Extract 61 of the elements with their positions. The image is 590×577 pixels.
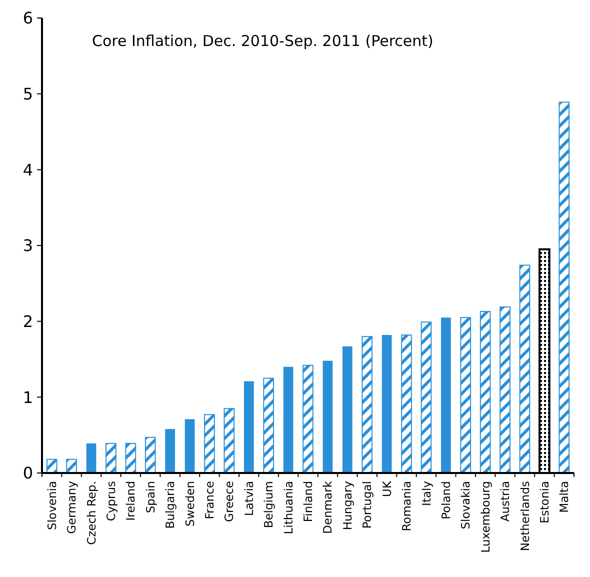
x-tick-label: Cyprus [104,481,118,522]
x-tick-label: Bulgaria [163,481,178,529]
bar [144,436,156,474]
bar [283,366,294,473]
bar [86,443,96,473]
bar [342,346,352,473]
bar [382,334,392,473]
bar [302,364,314,474]
y-tick-label: 2 [22,312,33,331]
y-tick-label: 5 [22,84,33,104]
bar [184,419,195,473]
text: Core Inflation, Dec. 2010-Sep. 2011 (Percent) [92,32,434,50]
bar [106,442,116,474]
x-tick-label: Hungary [340,480,354,530]
bar [401,334,412,474]
bar [558,102,570,474]
bar [519,264,530,474]
bar [66,458,77,474]
x-tick-label: Finland [301,481,316,522]
x-tick-label: Spain [143,481,158,514]
x-tick-label: Italy [419,480,434,506]
y-tick-label: 4 [22,160,33,180]
x-tick-label: Poland [438,481,453,520]
bar [46,458,58,474]
bar [441,318,451,473]
x-tick-label: Ireland [124,481,138,521]
bar [244,381,254,473]
x-tick-label: Estonia [537,481,552,524]
bar [204,414,215,474]
x-tick-label: Netherlands [518,481,532,552]
x-tick-label: Slovenia [44,481,59,530]
x-tick-label: Luxembourg [478,481,492,553]
x-tick-label: Czech Rep. [84,481,98,545]
x-tick-label: Austria [498,481,512,522]
x-tick-label: Portugal [360,481,374,529]
x-tick-label: Latvia [242,481,256,516]
x-tick-label: Belgium [262,481,276,528]
x-tick-label: Lithuania [281,481,296,534]
x-tick-label: UK [380,480,394,497]
x-tick-label: Sweden [182,481,197,526]
bar [165,429,175,473]
bar [460,317,472,474]
x-tick-label: Slovakia [458,481,473,530]
bar [480,310,491,474]
x-tick-label: France [202,481,217,520]
y-tick-label: 0 [22,464,33,483]
bar [500,306,510,474]
bar [125,442,136,474]
bar [420,322,432,474]
x-tick-label: Germany [64,480,79,534]
bar [322,360,333,473]
y-tick-label: 6 [22,8,33,28]
bar [224,408,235,474]
x-tick-label: Denmark [320,480,335,534]
y-tick-label: 1 [22,388,33,407]
x-tick-label: Romania [400,481,414,532]
bar [263,378,274,474]
bar [362,336,373,474]
x-tick-label: Greece [222,481,236,522]
y-tick-label: 3 [22,236,33,256]
x-tick-label: Malta [557,481,572,513]
